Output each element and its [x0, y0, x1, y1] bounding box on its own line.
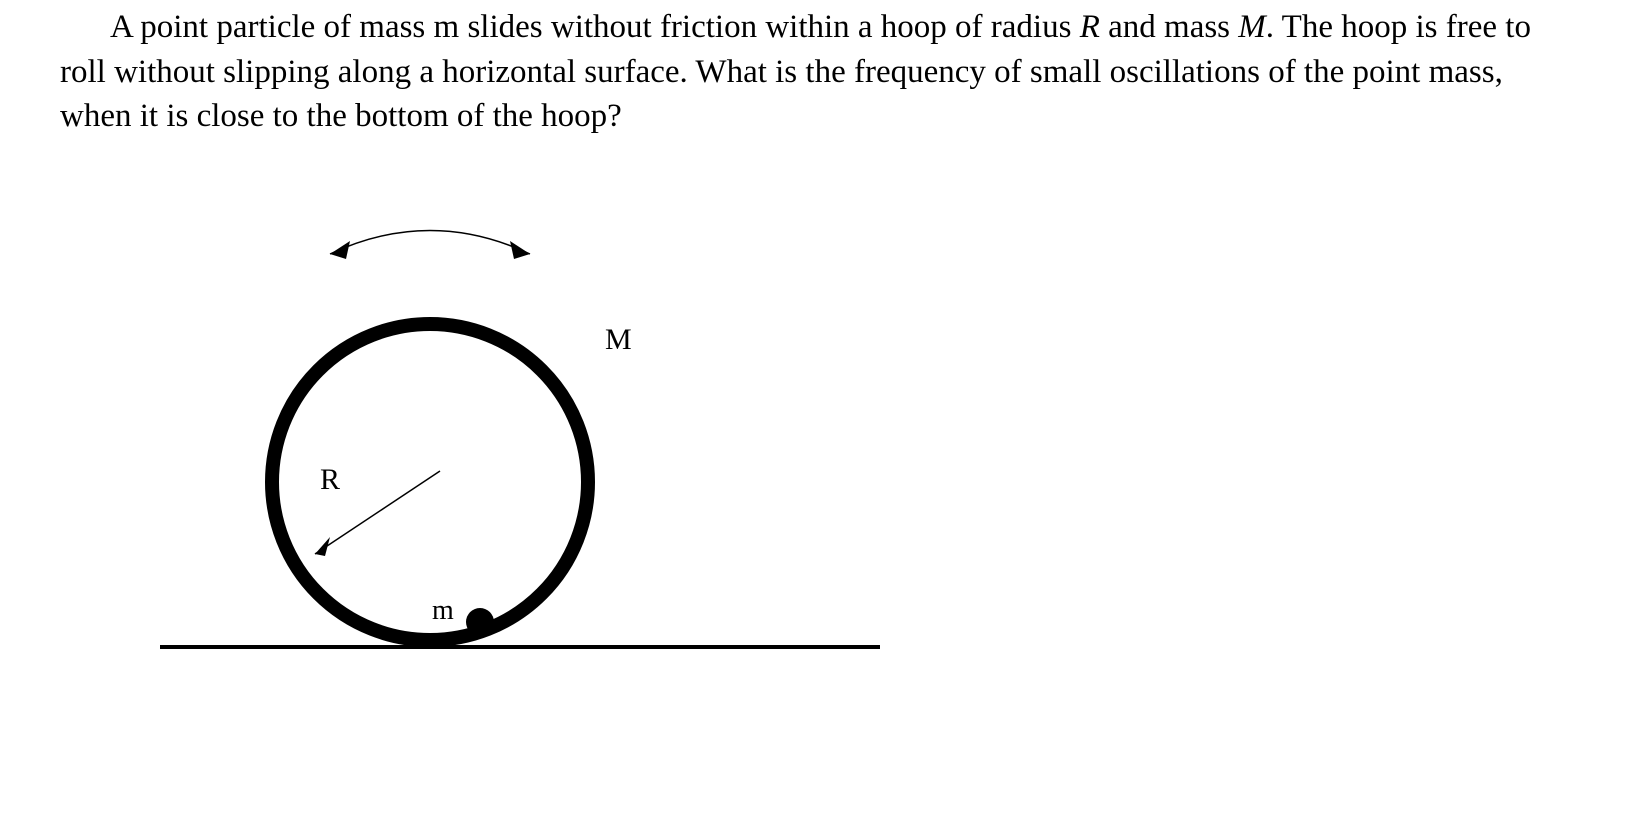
arc-arrowhead-right: [510, 241, 530, 259]
oscillation-arc: [330, 230, 530, 254]
radius-arrowhead: [315, 537, 330, 556]
diagram-svg: M Rm: [140, 179, 900, 669]
var-M: M: [1238, 9, 1266, 45]
text-part-1: A point particle of mass m slides withou…: [110, 9, 1080, 45]
var-R: R: [1080, 9, 1100, 45]
physics-diagram: M Rm: [140, 179, 1570, 674]
arc-arrowhead-left: [330, 241, 350, 259]
label-M: M: [605, 323, 632, 356]
label-m: m: [432, 595, 454, 626]
label-R: R: [320, 463, 340, 496]
text-part-2: and mass: [1100, 9, 1238, 45]
problem-statement: A point particle of mass m slides withou…: [60, 5, 1570, 139]
particle-dot: [466, 608, 494, 636]
